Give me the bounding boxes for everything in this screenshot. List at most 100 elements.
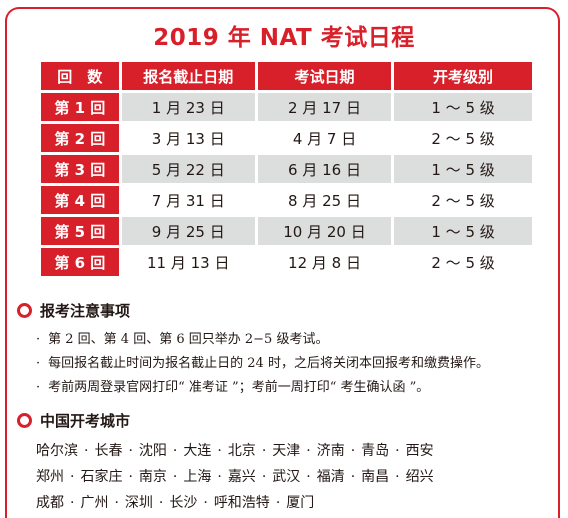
schedule-frame: [5, 7, 560, 518]
table-header-row: 回 数 报名截止日期 考试日期 开考级别: [41, 62, 532, 90]
deadline-cell: 1 月 23 日: [121, 93, 255, 121]
city-name: 南昌: [361, 469, 390, 485]
city-separator: ·: [306, 469, 311, 485]
city-line: 成都 · 广州 · 深圳 · 长沙 · 呼和浩特 · 厦门: [36, 490, 434, 516]
city-list: 哈尔滨 · 长春 · 沈阳 · 大连 · 北京 · 天津 · 济南 · 青岛 · 西安 郑州 · 石家庄 · 南京 · 上海…: [36, 438, 434, 516]
dot-bullet-icon: ·: [36, 332, 41, 347]
city-name: 武汉: [272, 469, 301, 485]
deadline-cell: 7 月 31 日: [121, 186, 255, 214]
city-name: 石家庄: [80, 469, 123, 485]
levels-cell: 1 ～ 5 级: [394, 155, 532, 183]
city-name: 青岛: [361, 443, 390, 459]
round-cell: 第 3 回: [41, 155, 119, 183]
city-name: 成都: [36, 495, 64, 511]
city-name: 大连: [183, 443, 212, 459]
deadline-cell: 5 月 22 日: [121, 155, 255, 183]
city-separator: ·: [306, 443, 311, 459]
city-separator: ·: [395, 469, 400, 485]
dot-bullet-icon: ·: [36, 380, 41, 395]
city-separator: ·: [172, 443, 178, 459]
dot-bullet-icon: ·: [36, 356, 41, 371]
levels-cell: 2 ～ 5 级: [394, 186, 532, 214]
list-item: · 每回报名截止时间为报名截止日的 24 时，之后将关闭本回报考和缴费操作。: [36, 352, 489, 376]
round-cell: 第 4 回: [41, 186, 119, 214]
deadline-cell: 3 月 13 日: [121, 124, 255, 152]
city-separator: ·: [217, 469, 222, 485]
deadline-cell: 11 月 13 日: [121, 248, 255, 276]
cities-heading-label: 中国开考城市: [40, 412, 131, 430]
city-name: 厦门: [286, 495, 315, 511]
note-text: 第 2 回、第 4 回、第 6 回只举办 2−5 级考试。: [48, 332, 329, 347]
notes-heading: 报考注意事项: [17, 300, 130, 321]
city-name: 绍兴: [405, 469, 434, 485]
city-line: 郑州 · 石家庄 · 南京 · 上海 · 嘉兴 · 武汉 · 福清 · 南昌 · 绍兴: [36, 464, 434, 490]
table-row: 第 4 回 7 月 31 日 8 月 25 日 2 ～ 5 级: [41, 186, 532, 214]
city-name: 沈阳: [138, 443, 167, 459]
city-separator: ·: [128, 469, 133, 485]
city-name: 呼和浩特: [213, 495, 270, 511]
city-separator: ·: [261, 443, 267, 459]
exam-date-cell: 6 月 16 日: [257, 155, 392, 183]
header-round: 回 数: [41, 62, 119, 90]
city-name: 长沙: [169, 495, 198, 511]
header-deadline: 报名截止日期: [121, 62, 255, 90]
notes-heading-label: 报考注意事项: [40, 302, 131, 320]
header-exam-date: 考试日期: [257, 62, 392, 90]
city-name: 福清: [316, 469, 345, 485]
city-separator: ·: [172, 469, 178, 485]
levels-cell: 1 ～ 5 级: [394, 217, 532, 245]
city-name: 郑州: [36, 469, 64, 485]
list-item: · 第 2 回、第 4 回、第 6 回只举办 2−5 级考试。: [36, 328, 489, 352]
list-item: · 考前两周登录官网打印“ 准考证 ”；考前一周打印“ 考生确认函 ”。: [36, 376, 489, 400]
notes-list: · 第 2 回、第 4 回、第 6 回只举办 2−5 级考试。 · 每回报名截止时间…: [36, 328, 489, 400]
table-row: 第 1 回 1 月 23 日 2 月 17 日 1 ～ 5 级: [41, 93, 532, 121]
exam-date-cell: 4 月 7 日: [257, 124, 392, 152]
levels-cell: 2 ～ 5 级: [394, 248, 532, 276]
city-separator: ·: [395, 443, 400, 459]
round-cell: 第 5 回: [41, 217, 119, 245]
city-separator: ·: [84, 443, 89, 459]
city-name: 哈尔滨: [36, 443, 78, 459]
exam-date-cell: 2 月 17 日: [257, 93, 392, 121]
levels-cell: 1 ～ 5 级: [394, 93, 532, 121]
city-name: 广州: [80, 495, 109, 511]
table-row: 第 3 回 5 月 22 日 6 月 16 日 1 ～ 5 级: [41, 155, 532, 183]
city-name: 长春: [94, 443, 123, 459]
exam-date-cell: 10 月 20 日: [257, 217, 392, 245]
round-cell: 第 1 回: [41, 93, 119, 121]
city-name: 天津: [272, 443, 301, 459]
note-text: 考前两周登录官网打印“ 准考证 ”；考前一周打印“ 考生确认函 ”。: [48, 380, 430, 395]
levels-cell: 2 ～ 5 级: [394, 124, 532, 152]
city-separator: ·: [70, 469, 75, 485]
city-name: 北京: [227, 443, 256, 459]
city-separator: ·: [203, 495, 208, 511]
round-cell: 第 2 回: [41, 124, 119, 152]
city-separator: ·: [261, 469, 267, 485]
note-text: 每回报名截止时间为报名截止日的 24 时，之后将关闭本回报考和缴费操作。: [48, 356, 489, 371]
city-separator: ·: [275, 495, 281, 511]
city-name: 嘉兴: [227, 469, 256, 485]
city-name: 上海: [183, 469, 212, 485]
page-title: 2019 年 NAT 考试日程: [153, 25, 415, 51]
city-separator: ·: [217, 443, 222, 459]
city-name: 南京: [138, 469, 167, 485]
city-separator: ·: [114, 495, 119, 511]
ring-bullet-icon: [17, 303, 32, 318]
header-levels: 开考级别: [394, 62, 532, 90]
ring-bullet-icon: [17, 413, 32, 428]
deadline-cell: 9 月 25 日: [121, 217, 255, 245]
city-name: 深圳: [124, 495, 153, 511]
city-line: 哈尔滨 · 长春 · 沈阳 · 大连 · 北京 · 天津 · 济南 · 青岛 · 西安: [36, 438, 434, 464]
table-row: 第 2 回 3 月 13 日 4 月 7 日 2 ～ 5 级: [41, 124, 532, 152]
city-name: 西安: [405, 443, 434, 459]
table-row: 第 6 回 11 月 13 日 12 月 8 日 2 ～ 5 级: [41, 248, 532, 276]
table-row: 第 5 回 9 月 25 日 10 月 20 日 1 ～ 5 级: [41, 217, 532, 245]
city-separator: ·: [350, 443, 356, 459]
city-separator: ·: [128, 443, 133, 459]
city-name: 济南: [316, 443, 345, 459]
schedule-table: 回 数 报名截止日期 考试日期 开考级别 第 1 回 1 月 23 日 2 月 …: [38, 59, 535, 279]
exam-date-cell: 12 月 8 日: [257, 248, 392, 276]
city-separator: ·: [70, 495, 75, 511]
city-separator: ·: [158, 495, 164, 511]
city-separator: ·: [350, 469, 356, 485]
